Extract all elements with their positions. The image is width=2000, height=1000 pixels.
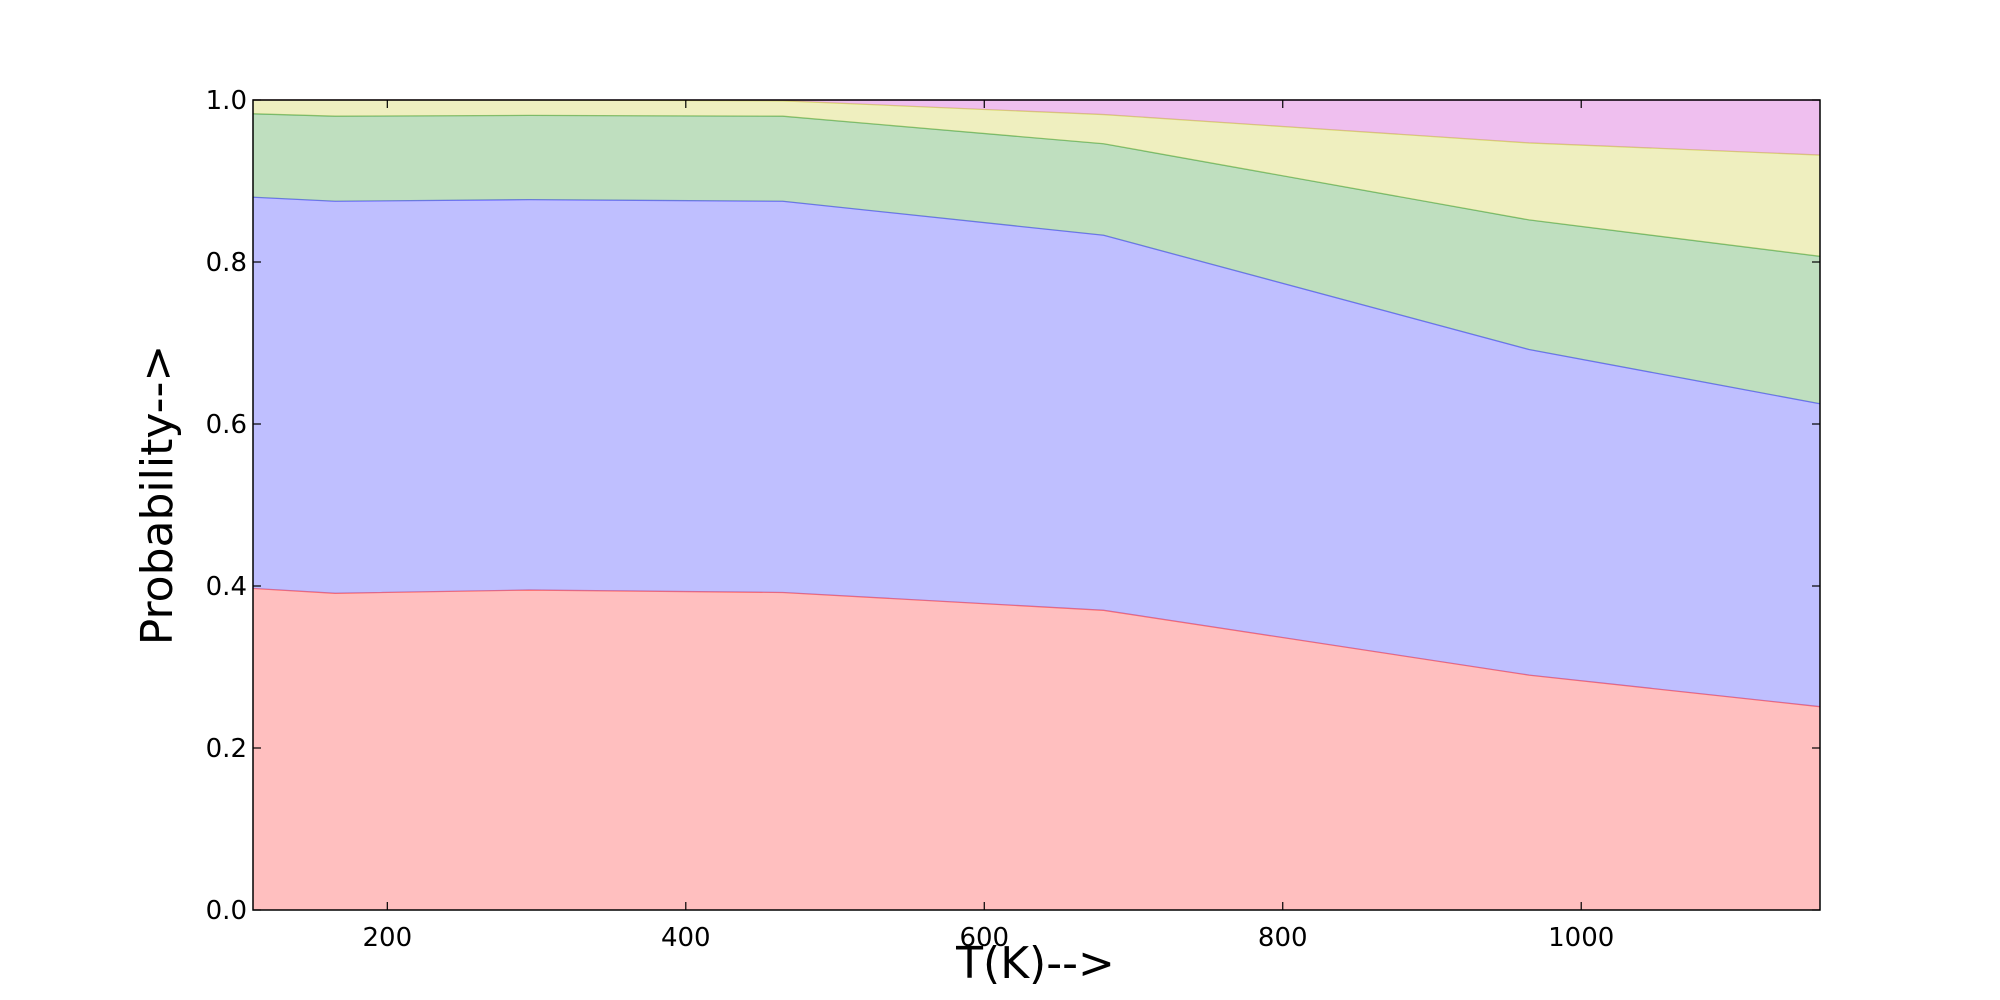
area-series-2	[253, 197, 1820, 707]
y-axis-label: Probability-->	[132, 345, 183, 645]
y-tick-label: 0.2	[206, 734, 247, 764]
x-tick-label: 600	[959, 923, 1009, 953]
x-tick-label: 1000	[1548, 923, 1614, 953]
y-tick-label: 0.6	[206, 410, 247, 440]
area-series-1	[253, 588, 1820, 910]
y-axis-ticks: 0.0 0.2 0.4 0.6 0.8 1.0	[206, 86, 1820, 926]
y-tick-label: 0.8	[206, 248, 247, 278]
y-tick-label: 1.0	[206, 86, 247, 116]
area-layers	[252, 99, 1821, 910]
x-tick-label: 400	[661, 923, 711, 953]
y-tick-label: 0.4	[206, 572, 247, 602]
x-axis-ticks: 200 400 600 800 1000	[362, 100, 1614, 953]
area-series-3	[253, 113, 1820, 404]
x-tick-label: 200	[362, 923, 412, 953]
area-series-4	[253, 100, 1820, 257]
area-series-5	[253, 100, 1820, 156]
y-tick-label: 0.0	[206, 896, 247, 926]
area-series-3-edge	[252, 113, 1821, 257]
plot-frame	[252, 99, 1821, 911]
x-axis-label: T(K)-->	[955, 938, 1115, 989]
area-series-1-edge	[252, 587, 1821, 708]
x-tick-label: 800	[1258, 923, 1308, 953]
area-series-2-edge	[252, 196, 1821, 405]
